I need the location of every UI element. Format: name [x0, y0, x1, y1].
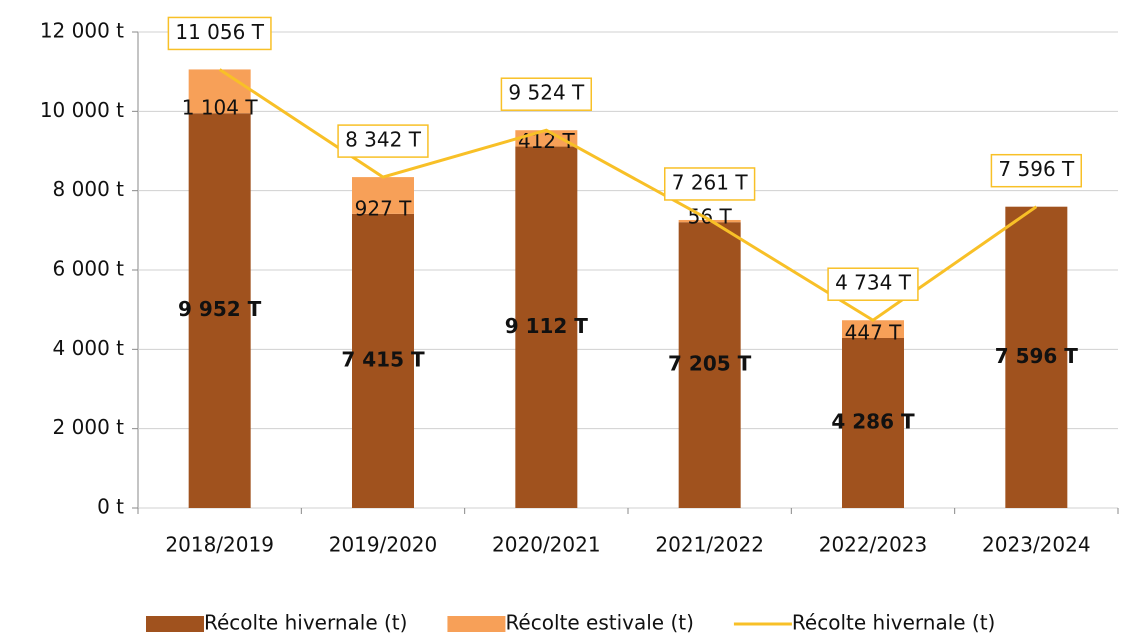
bar-segment	[352, 177, 414, 214]
legend-label: Récolte estivale (t)	[505, 611, 693, 634]
line-value-label: 7 596 T	[990, 153, 1083, 188]
y-tick-label: 4 000 t	[53, 336, 125, 360]
label-box	[167, 16, 272, 51]
line-value-text: 7 596 T	[998, 157, 1075, 181]
bar-segment	[352, 213, 414, 508]
legend-swatch	[447, 616, 506, 632]
x-tick-label: 2023/2024	[982, 533, 1091, 557]
label-box	[990, 153, 1083, 188]
bar-segment	[188, 113, 251, 508]
line-value-label: 9 524 T	[500, 77, 593, 111]
line-value-text: 8 342 T	[345, 128, 422, 152]
bar-value-label: 7 205 T	[668, 352, 752, 376]
line-value-label: 7 261 T	[663, 167, 756, 201]
bar-value-label: 927 T	[355, 196, 413, 220]
bar-value-label: 7 596 T	[995, 344, 1079, 368]
label-box	[663, 167, 756, 201]
bar-value-label: 9 952 T	[178, 297, 262, 321]
line-value-text: 9 524 T	[508, 81, 585, 105]
legend-label: Récolte hivernale (t)	[792, 611, 995, 634]
bar-segment	[1005, 206, 1068, 508]
y-tick-label: 12 000 t	[40, 19, 124, 43]
x-tick-label: 2019/2020	[329, 533, 438, 557]
line-value-text: 7 261 T	[672, 170, 749, 194]
line-value-text: 11 056 T	[175, 20, 264, 44]
x-tick-label: 2020/2021	[492, 533, 601, 557]
bar-value-label: 447 T	[845, 320, 903, 344]
x-tick-label: 2018/2019	[165, 533, 274, 557]
bar-segment	[188, 69, 251, 114]
line-value-text: 4 734 T	[835, 271, 912, 295]
line-series	[218, 68, 1038, 323]
legend-label: Récolte hivernale (t)	[204, 611, 407, 634]
y-tick-label: 6 000 t	[53, 257, 125, 281]
x-tick-label: 2021/2022	[655, 533, 764, 557]
x-tick-label: 2022/2023	[819, 533, 928, 557]
label-box	[337, 124, 429, 158]
bar-value-label: 7 415 T	[341, 347, 425, 371]
line-value-label: 11 056 T	[167, 16, 272, 51]
label-box	[827, 267, 919, 301]
y-tick-label: 8 000 t	[53, 177, 125, 201]
y-tick-label: 10 000 t	[40, 98, 124, 122]
line-value-label: 8 342 T	[337, 124, 429, 158]
bar-segment	[678, 222, 741, 508]
y-tick-label: 2 000 t	[53, 415, 125, 439]
bar-value-label: 4 286 T	[831, 409, 915, 433]
y-tick-label: 0 t	[97, 495, 124, 519]
bar-segment	[515, 146, 578, 509]
label-box	[500, 77, 593, 111]
bar-value-label: 56 T	[688, 205, 733, 229]
bar-segment	[842, 320, 904, 338]
bar-segment	[842, 337, 904, 508]
bar-value-label: 9 112 T	[505, 314, 589, 338]
legend-swatch	[146, 616, 204, 632]
line-value-label: 4 734 T	[827, 267, 919, 301]
bar-value-label: 1 104 T	[182, 96, 259, 120]
